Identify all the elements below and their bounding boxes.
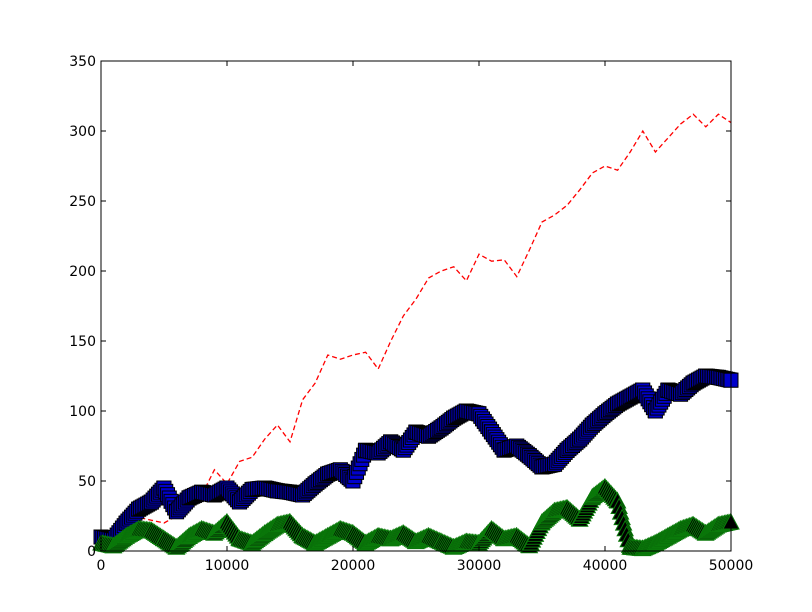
plot-frame [100,60,732,552]
x-tick-label: 0 [97,558,106,574]
y-tick-label: 200 [69,264,96,280]
x-tick-label: 20000 [331,558,376,574]
series-triangle-markers [92,477,740,557]
y-tick-label: 250 [69,194,96,210]
series-layer [92,113,740,557]
y-tick-label: 50 [78,474,96,490]
y-tick-label: 150 [69,334,96,350]
y-tick-label: 100 [69,404,96,420]
y-tick-label: 300 [69,124,96,140]
series-line [100,113,732,545]
x-tick-label: 50000 [709,558,754,574]
series-dashed-line [100,113,732,545]
y-tick-label: 350 [69,54,96,70]
series-square-markers [93,368,739,548]
x-tick-label: 10000 [205,558,250,574]
ticks-layer: 0 10000 20000 30000 40000 50000 0 50 100 150 200 25… [69,54,753,574]
y-tick-label: 0 [87,544,96,560]
x-tick-label: 40000 [583,558,628,574]
x-tick-label: 30000 [457,558,502,574]
